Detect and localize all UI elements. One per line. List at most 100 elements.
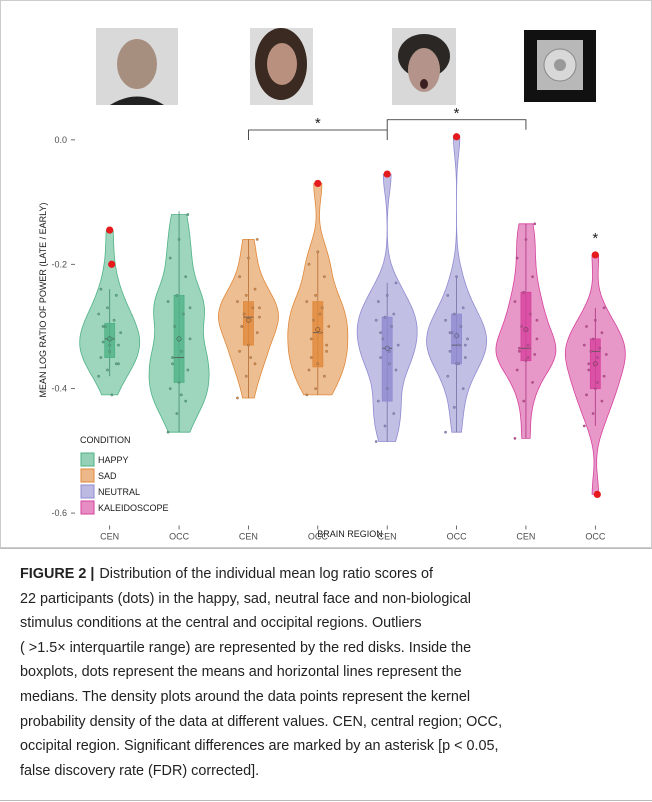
divider <box>0 800 652 801</box>
x-tick-label: CEN <box>516 532 535 542</box>
data-point <box>386 294 388 296</box>
legend-label: KALEIDOSCOPE <box>98 503 169 513</box>
significance-star: * <box>592 230 598 247</box>
data-point <box>449 331 451 333</box>
data-point <box>447 294 449 296</box>
divider <box>0 548 652 549</box>
data-point <box>238 350 240 352</box>
caption-text: false discovery rate (FDR) corrected]. <box>20 763 259 779</box>
caption-text: medians. The density plots around the da… <box>20 689 470 705</box>
data-point <box>455 276 457 278</box>
data-point <box>514 437 516 439</box>
caption-line: ( >1.5× interquartile range) are represe… <box>20 636 640 661</box>
caption-text: probability density of the data at diffe… <box>20 714 502 730</box>
data-point <box>388 363 390 365</box>
caption-line: medians. The density plots around the da… <box>20 685 640 710</box>
data-point <box>453 313 455 315</box>
data-point <box>384 316 386 318</box>
caption-label: FIGURE 2 | <box>20 566 94 582</box>
data-point <box>447 375 449 377</box>
data-point <box>238 276 240 278</box>
data-point <box>520 325 522 327</box>
data-point <box>325 350 327 352</box>
data-point <box>534 223 536 225</box>
data-point <box>328 325 330 327</box>
data-point <box>386 387 388 389</box>
stimulus-sad <box>250 28 313 105</box>
caption-line: 22 participants (dots) in the happy, sad… <box>20 587 640 612</box>
data-point <box>534 353 536 355</box>
data-point <box>115 363 117 365</box>
data-point <box>523 291 525 293</box>
data-point <box>100 356 102 358</box>
data-point <box>306 300 308 302</box>
data-point <box>243 313 245 315</box>
caption-line: probability density of the data at diffe… <box>20 710 640 735</box>
data-point <box>599 347 601 349</box>
legend-label: NEUTRAL <box>98 487 140 497</box>
caption-line: FIGURE 2 | Distribution of the individual… <box>20 562 640 587</box>
data-point <box>453 406 455 408</box>
data-point <box>169 387 171 389</box>
data-point <box>247 344 249 346</box>
legend-label: HAPPY <box>98 455 129 465</box>
data-point <box>449 350 451 352</box>
data-point <box>308 369 310 371</box>
x-tick-label: CEN <box>378 532 397 542</box>
data-point <box>256 238 258 240</box>
data-point <box>601 331 603 333</box>
data-point <box>516 369 518 371</box>
data-point <box>249 356 251 358</box>
data-point <box>464 344 466 346</box>
mean <box>524 327 528 331</box>
data-point <box>117 344 119 346</box>
caption-line: occipital region. Significant difference… <box>20 734 640 759</box>
outlier <box>314 180 321 187</box>
outlier <box>453 133 460 140</box>
data-point <box>395 282 397 284</box>
data-point <box>104 325 106 327</box>
data-point <box>458 344 460 346</box>
data-point <box>106 307 108 309</box>
mean <box>316 327 320 331</box>
data-point <box>377 300 379 302</box>
data-point <box>167 300 169 302</box>
data-point <box>377 400 379 402</box>
data-point <box>187 369 189 371</box>
data-point <box>536 319 538 321</box>
stimulus-happy <box>96 28 178 105</box>
data-point <box>390 325 392 327</box>
data-point <box>516 257 518 259</box>
box <box>313 302 323 367</box>
significance-star: * <box>315 115 321 132</box>
data-point <box>187 213 189 215</box>
legend-key <box>81 453 94 466</box>
data-point <box>252 307 254 309</box>
data-point <box>176 412 178 414</box>
data-point <box>444 319 446 321</box>
data-point <box>247 257 249 259</box>
legend-key <box>81 501 94 514</box>
data-point <box>176 294 178 296</box>
stimulus-neutral <box>392 28 456 105</box>
data-point <box>119 331 121 333</box>
caption-text: Distribution of the individual mean log … <box>99 566 433 582</box>
data-point <box>321 307 323 309</box>
data-point <box>117 363 119 365</box>
data-point <box>531 381 533 383</box>
data-point <box>325 344 327 346</box>
data-point <box>314 387 316 389</box>
x-tick-label: CEN <box>239 532 258 542</box>
data-point <box>241 325 243 327</box>
data-point <box>236 397 238 399</box>
data-point <box>458 363 460 365</box>
data-point <box>596 356 598 358</box>
mean <box>385 346 389 350</box>
caption-text: boxplots, dots represent the means and h… <box>20 664 462 680</box>
data-point <box>518 347 520 349</box>
data-point <box>592 412 594 414</box>
data-point <box>375 440 377 442</box>
x-tick-label: OCC <box>447 532 468 542</box>
data-point <box>182 313 184 315</box>
outlier <box>106 226 113 233</box>
